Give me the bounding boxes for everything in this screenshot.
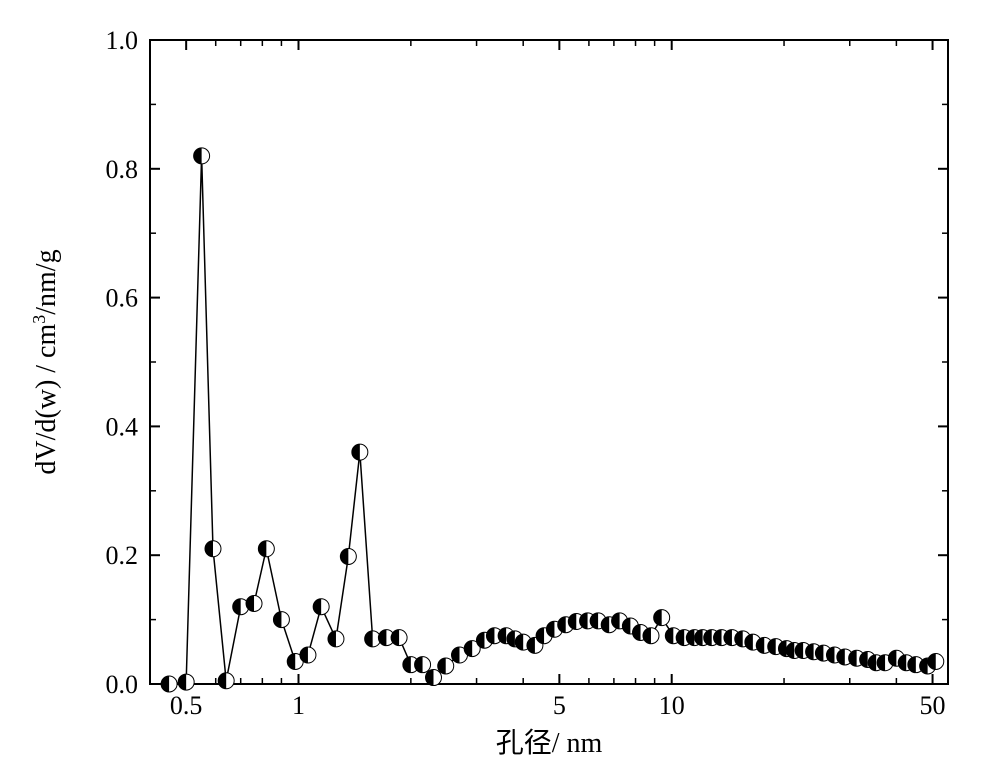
svg-text:dV/d(w) / cm3/nm/g: dV/d(w) / cm3/nm/g (29, 249, 62, 474)
svg-text:1.0: 1.0 (106, 26, 139, 55)
svg-text:1: 1 (292, 691, 305, 720)
svg-text:0.6: 0.6 (106, 284, 139, 313)
svg-text:0.2: 0.2 (106, 541, 139, 570)
svg-text:孔径/ nm: 孔径/ nm (496, 727, 603, 759)
svg-text:10: 10 (659, 691, 685, 720)
svg-text:0.8: 0.8 (106, 155, 139, 184)
svg-text:0.5: 0.5 (170, 691, 203, 720)
svg-text:0.0: 0.0 (106, 670, 139, 699)
svg-text:0.4: 0.4 (106, 412, 139, 441)
svg-text:5: 5 (553, 691, 566, 720)
svg-text:50: 50 (920, 691, 946, 720)
pore-size-distribution-chart: 0.0 0.2 0.4 0.6 0.8 1.0 0.5 1 5 10 50 孔径/ nm dV/d(w)… (0, 0, 1000, 782)
